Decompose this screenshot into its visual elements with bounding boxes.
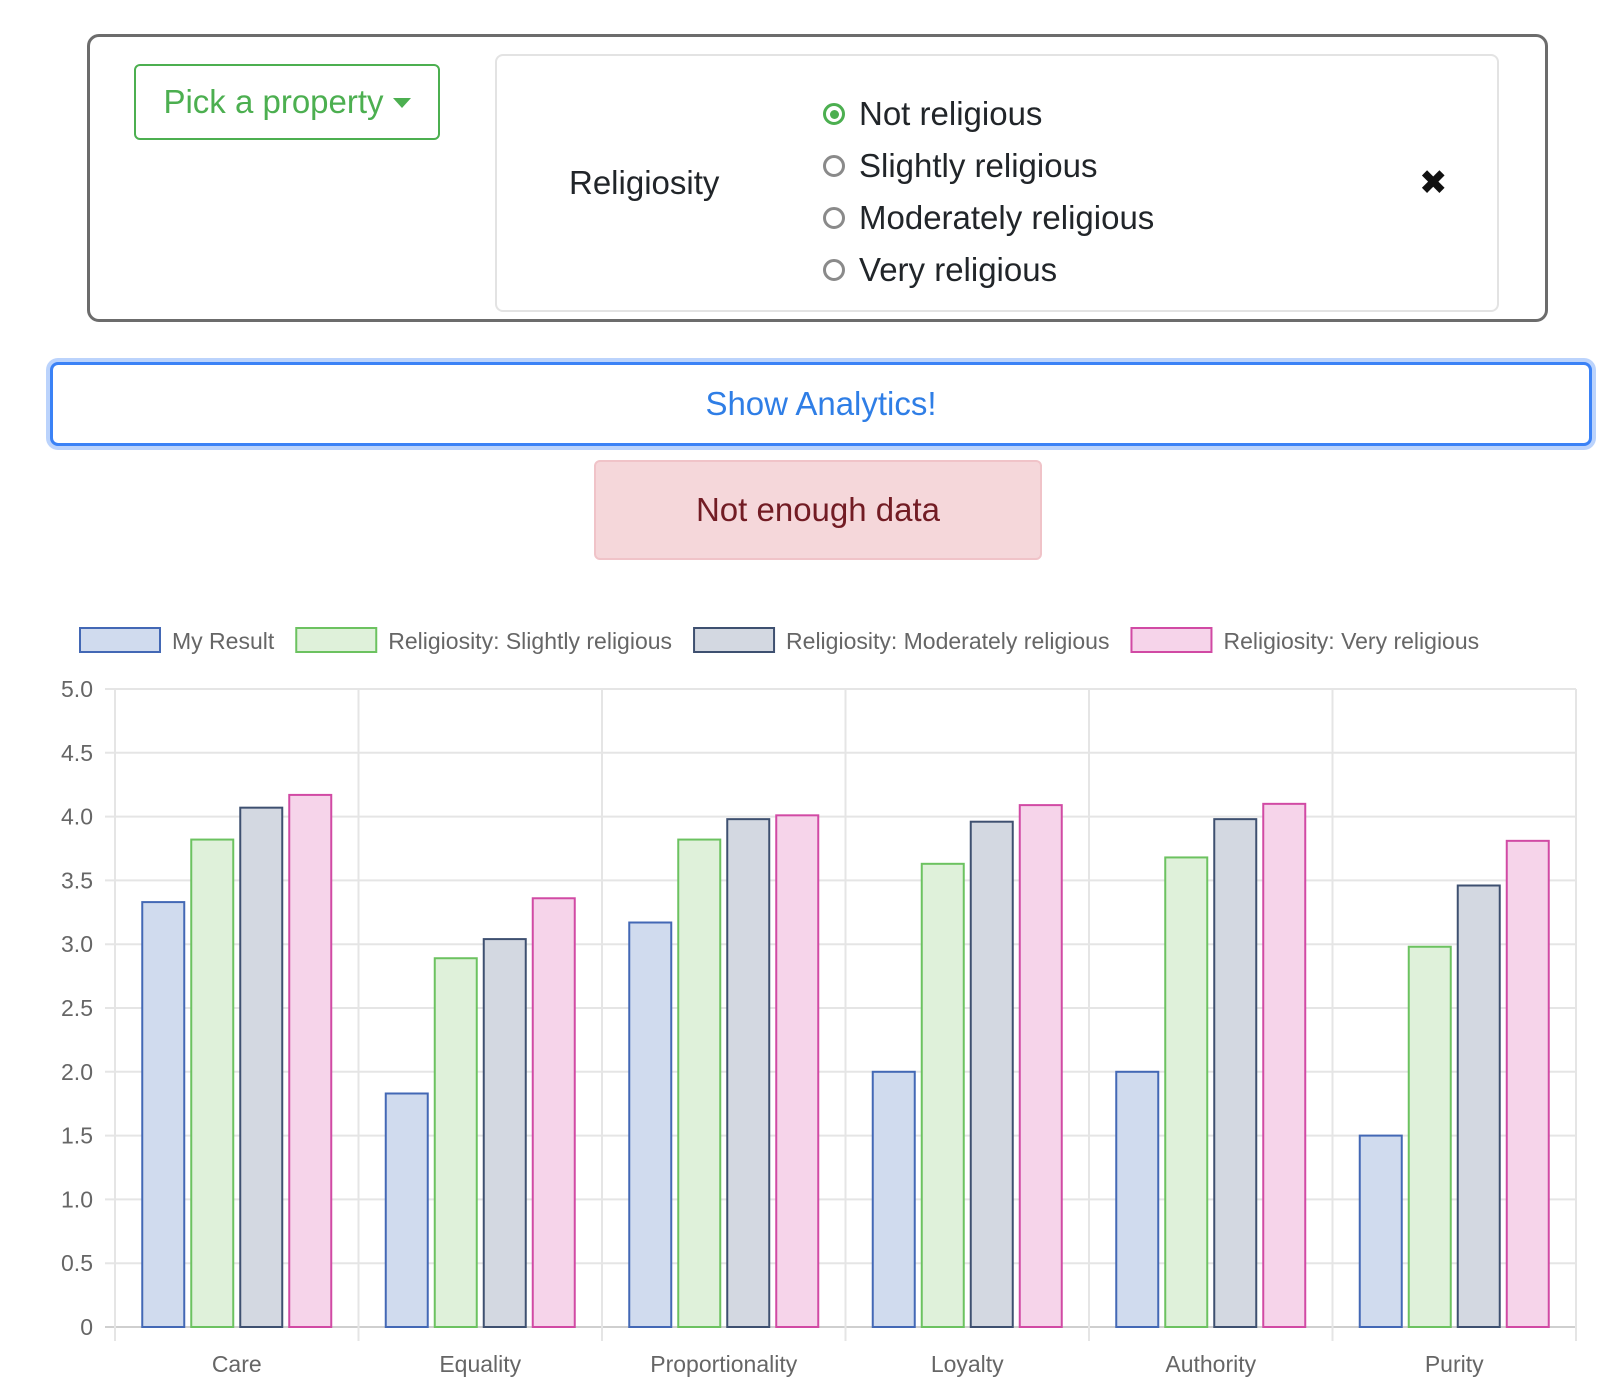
bar[interactable] xyxy=(1358,1134,1403,1328)
bar[interactable] xyxy=(1115,1070,1160,1328)
not-enough-data-alert: Not enough data xyxy=(594,460,1042,560)
option-moderately-religious[interactable]: Moderately religious xyxy=(823,192,1154,244)
y-tick-label: 3.0 xyxy=(61,931,93,957)
bar[interactable] xyxy=(628,921,673,1328)
legend-label: Religiosity: Slightly religious xyxy=(388,628,672,654)
show-analytics-button[interactable]: Show Analytics! xyxy=(50,362,1592,446)
x-tick-label: Purity xyxy=(1425,1351,1484,1377)
bar[interactable] xyxy=(775,814,820,1328)
property-name: Religiosity xyxy=(569,164,720,201)
bar[interactable] xyxy=(1018,804,1063,1328)
legend-label: Religiosity: Very religious xyxy=(1223,628,1479,654)
bar[interactable] xyxy=(433,957,478,1328)
chart-legend: My Result Religiosity: Slightly religious… xyxy=(79,627,1479,654)
option-label: Moderately religious xyxy=(859,199,1155,236)
remove-property-icon[interactable]: ✖ xyxy=(1419,164,1448,202)
chart-bars xyxy=(141,793,1550,1328)
y-tick-label: 2.5 xyxy=(61,995,93,1021)
option-label: Not religious xyxy=(859,95,1043,132)
bar[interactable] xyxy=(1407,945,1452,1328)
caret-down-icon xyxy=(392,98,411,108)
legend-label: Religiosity: Moderately religious xyxy=(786,628,1109,654)
x-tick-label: Authority xyxy=(1165,1351,1256,1377)
y-axis: 0 0.5 1.0 1.5 2.0 2.5 3.0 3.5 4.0 4.5 5.0 xyxy=(61,676,93,1340)
bar[interactable] xyxy=(871,1070,916,1328)
property-options: Not religious Slightly religious Moderat… xyxy=(823,88,1154,296)
radio-icon[interactable] xyxy=(823,103,845,125)
y-tick-label: 0 xyxy=(80,1314,93,1340)
x-tick-label: Proportionality xyxy=(650,1351,798,1377)
y-tick-label: 1.5 xyxy=(61,1123,93,1149)
legend-label: My Result xyxy=(172,628,275,654)
radio-icon[interactable] xyxy=(823,155,845,177)
bar[interactable] xyxy=(190,838,235,1328)
bar[interactable] xyxy=(482,938,527,1328)
x-tick-label: Care xyxy=(212,1351,262,1377)
bar[interactable] xyxy=(1164,856,1209,1328)
x-axis: Care Equality Proportionality Loyalty Author… xyxy=(212,1351,1484,1377)
y-tick-label: 1.0 xyxy=(61,1186,93,1212)
bar[interactable] xyxy=(677,838,722,1328)
option-label: Slightly religious xyxy=(859,147,1098,184)
option-not-religious[interactable]: Not religious xyxy=(823,88,1154,140)
legend-swatch xyxy=(1130,627,1213,653)
y-tick-label: 3.5 xyxy=(61,867,93,893)
bar[interactable] xyxy=(239,806,284,1328)
bar[interactable] xyxy=(920,862,965,1328)
chart-grid xyxy=(105,688,1577,1341)
legend-swatch xyxy=(295,627,378,653)
y-tick-label: 4.0 xyxy=(61,804,93,830)
bar[interactable] xyxy=(288,793,333,1328)
legend-item[interactable]: Religiosity: Moderately religious xyxy=(693,627,1109,654)
legend-swatch xyxy=(79,627,161,653)
pick-property-button[interactable]: Pick a property xyxy=(134,64,440,140)
bar[interactable] xyxy=(384,1092,429,1328)
x-tick-label: Equality xyxy=(439,1351,521,1377)
bar-chart: My Result Religiosity: Slightly religious… xyxy=(61,627,1577,1377)
radio-icon[interactable] xyxy=(823,259,845,281)
bar[interactable] xyxy=(1213,818,1258,1328)
bar[interactable] xyxy=(969,820,1014,1328)
option-label: Very religious xyxy=(859,251,1058,288)
bar[interactable] xyxy=(1262,802,1307,1328)
y-tick-label: 4.5 xyxy=(61,740,93,766)
bar[interactable] xyxy=(141,901,186,1328)
bar[interactable] xyxy=(1456,884,1501,1328)
legend-item[interactable]: Religiosity: Very religious xyxy=(1130,627,1479,654)
bar[interactable] xyxy=(1505,839,1550,1328)
filter-panel: Pick a property Religiosity Not religiou… xyxy=(87,34,1548,322)
bar[interactable] xyxy=(726,818,771,1328)
y-tick-label: 2.0 xyxy=(61,1059,93,1085)
legend-swatch xyxy=(693,627,776,653)
y-tick-label: 5.0 xyxy=(61,676,93,702)
option-slightly-religious[interactable]: Slightly religious xyxy=(823,140,1154,192)
radio-icon[interactable] xyxy=(823,207,845,229)
x-tick-label: Loyalty xyxy=(931,1351,1004,1377)
pick-property-label: Pick a property xyxy=(163,83,384,120)
legend-item[interactable]: My Result xyxy=(79,627,275,654)
property-card: Religiosity Not religious Slightly relig… xyxy=(495,54,1499,312)
y-tick-label: 0.5 xyxy=(61,1250,93,1276)
bar[interactable] xyxy=(531,897,576,1328)
option-very-religious[interactable]: Very religious xyxy=(823,244,1154,296)
legend-item[interactable]: Religiosity: Slightly religious xyxy=(295,627,672,654)
